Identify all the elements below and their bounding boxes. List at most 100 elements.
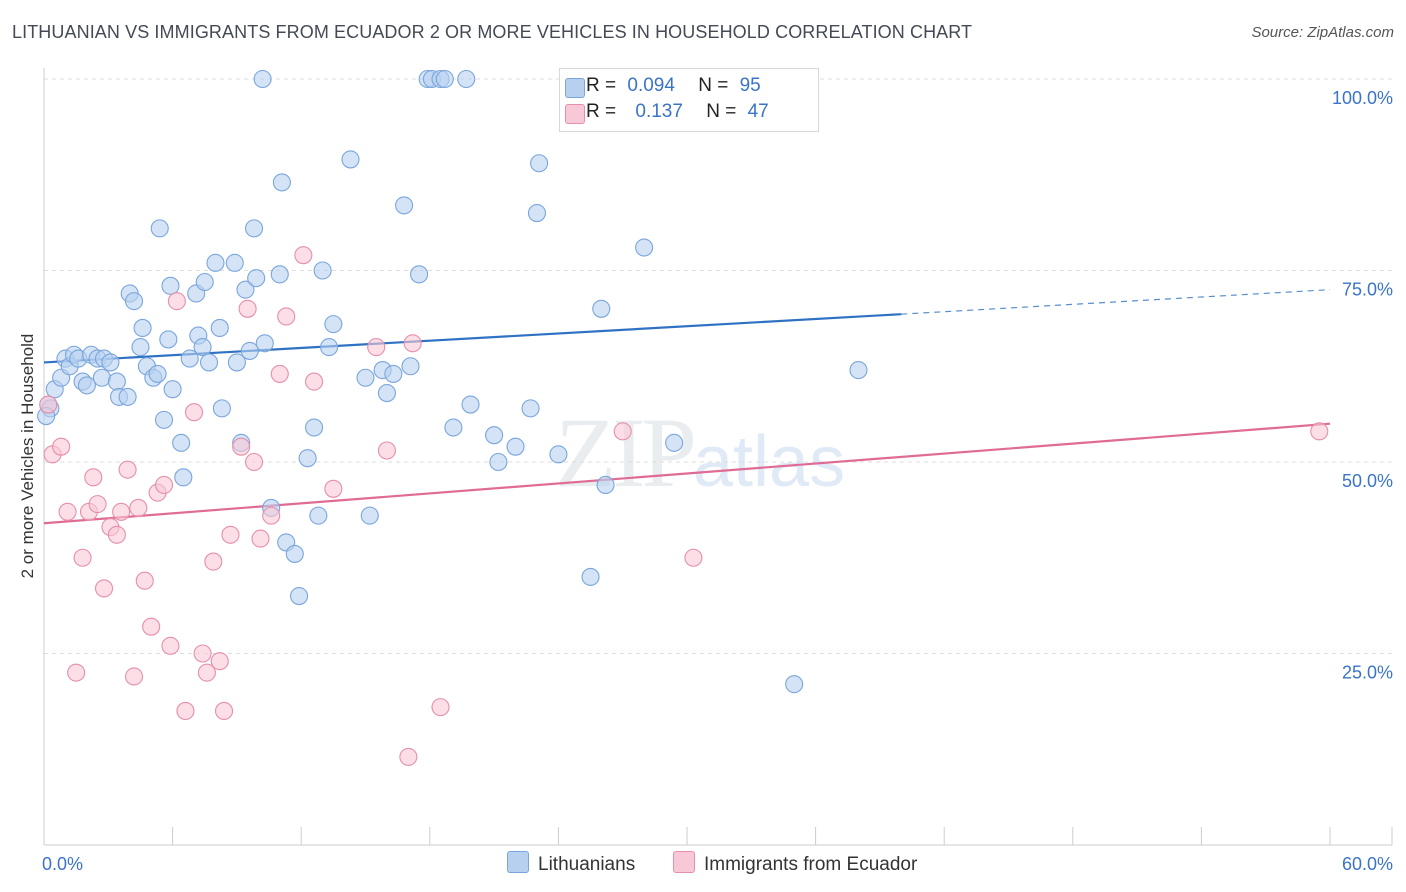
point-ecuador [84,468,103,487]
legend-row-lithuanians: R = 0.094 N = 95 [565,75,761,99]
legend-swatch-blue [565,78,585,98]
point-ecuador [277,307,296,326]
point-lithuanian [410,265,429,284]
point-lithuanian [581,567,600,586]
point-ecuador [39,395,58,414]
point-lithuanian [489,452,508,472]
point-lithuanian [592,299,611,318]
point-lithuanian [255,334,274,353]
point-lithuanian [107,372,126,391]
point-lithuanian [206,253,225,272]
watermark: ZIPatlas [555,395,845,510]
point-ecuador [214,701,234,721]
point-ecuador [107,525,126,544]
point-lithuanian [596,475,615,495]
point-lithuanian [444,418,463,437]
point-ecuador [251,529,270,548]
point-lithuanian [285,544,304,563]
legend-row-ecuador: R = 0.137 N = 47 [565,101,769,125]
trend-line-ecuador [43,422,1331,525]
point-lithuanian [290,586,309,606]
point-lithuanian [244,219,264,238]
point-ecuador [238,299,257,318]
point-lithuanian [124,292,144,311]
point-ecuador [262,506,281,525]
point-ecuador [73,548,92,567]
point-ecuador [118,460,137,479]
point-lithuanian [195,272,214,292]
x-tick-label: 60.0% [1342,854,1393,874]
r-value: 0.137 [635,101,683,122]
legend-swatch-pink [565,104,585,124]
point-lithuanian [320,338,339,357]
point-ecuador [88,495,107,514]
point-lithuanian [313,261,332,280]
point-ecuador [324,479,343,498]
point-ecuador [184,403,204,422]
point-lithuanian [305,418,324,437]
point-ecuador [613,422,632,441]
correlation-legend: R = 0.094 N = 95 R = 0.137 N = 47 [559,68,819,132]
n-value: 47 [747,101,769,122]
y-tick-label: 75.0% [1342,280,1393,300]
point-lithuanian [193,338,212,357]
point-ecuador [129,498,148,518]
point-ecuador [197,663,216,682]
point-lithuanian [180,349,199,368]
point-ecuador [210,652,229,671]
point-lithuanian [154,410,174,429]
point-ecuador [403,334,422,353]
axes [43,68,1393,846]
point-lithuanian [341,150,360,169]
point-lithuanian [485,426,504,445]
point-ecuador [270,364,289,383]
r-value: 0.094 [627,75,675,96]
y-tick-label: 25.0% [1342,663,1393,683]
point-ecuador [167,292,186,311]
point-lithuanian [163,380,182,399]
source-label: Source: ZipAtlas.com [1251,24,1394,41]
point-lithuanian [199,353,219,372]
tick-labels: 100.0% 75.0% 50.0% 25.0% 0.0% 60.0% [42,88,1393,874]
r-label: R = [586,101,617,122]
point-lithuanian [174,468,193,487]
point-lithuanian [131,338,150,357]
gridlines [44,78,1392,654]
point-ecuador [367,338,386,357]
point-ecuador [176,701,195,721]
point-lithuanian [521,399,540,418]
point-lithuanian [360,506,379,525]
n-label: N = [706,101,737,122]
point-lithuanian [435,69,454,89]
point-lithuanian [461,395,480,414]
point-lithuanian [309,506,328,525]
point-ecuador [154,475,174,495]
legend-label: Immigrants from Ecuador [704,854,918,875]
legend-item-lithuanians[interactable]: Lithuanians [507,851,635,877]
point-lithuanian [324,315,343,334]
point-ecuador [94,579,114,598]
point-ecuador [221,525,240,544]
point-lithuanian [172,433,191,452]
point-lithuanian [236,280,255,299]
point-ecuador [135,571,154,590]
point-ecuador [112,502,131,521]
point-ecuador [142,617,161,636]
point-lithuanian [298,449,317,468]
point-lithuanian [159,330,178,349]
legend-swatch-blue [507,851,529,873]
legend-item-ecuador[interactable]: Immigrants from Ecuador [673,851,917,877]
point-lithuanian [384,364,403,383]
watermark-zip: ZIP [555,397,697,508]
point-lithuanian [395,196,414,215]
point-lithuanian [133,318,152,338]
point-lithuanian [635,238,654,257]
point-ecuador [377,441,396,460]
point-ecuador [124,667,144,686]
data-points [37,69,1329,766]
point-lithuanian [101,353,120,372]
legend-label: Lithuanians [538,854,636,875]
point-lithuanian [150,219,169,238]
point-ecuador [399,747,418,766]
